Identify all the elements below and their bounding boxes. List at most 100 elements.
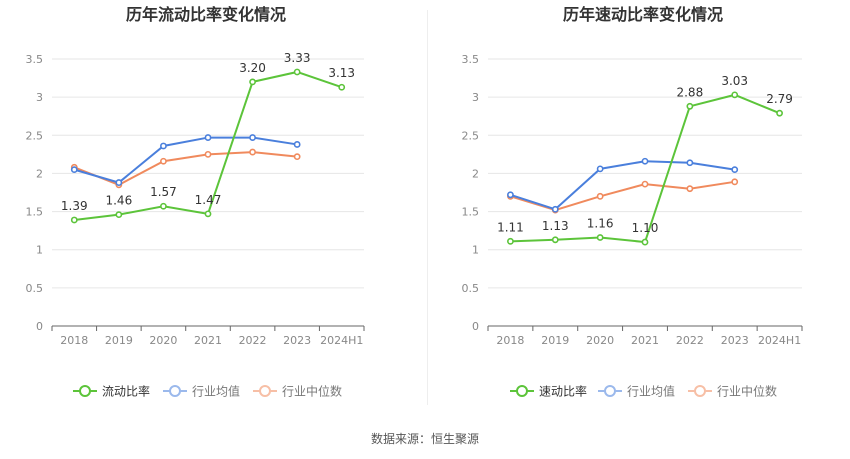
x-tick-label: 2023: [721, 334, 749, 347]
data-point: [293, 153, 301, 161]
y-tick-label: 0.5: [462, 282, 480, 295]
legend-marker: [604, 385, 616, 397]
data-point: [776, 109, 783, 117]
data-point: [293, 141, 301, 148]
data-point: [507, 237, 514, 245]
y-tick-label: 0: [36, 320, 43, 333]
y-tick-label: 1.5: [26, 206, 44, 219]
x-tick-label: 2020: [149, 334, 177, 347]
y-tick-label: 3: [36, 91, 43, 104]
chart-title: 历年流动比率变化情况: [126, 5, 286, 24]
data-point: [686, 185, 694, 193]
data-label: 1.13: [542, 219, 569, 233]
data-label: 3.13: [328, 66, 355, 80]
data-point: [70, 216, 78, 224]
data-label: 1.39: [61, 199, 88, 213]
data-label: 3.33: [284, 51, 311, 65]
y-tick-label: 2: [36, 167, 43, 180]
data-label: 1.57: [150, 185, 177, 199]
legend-label: 速动比率: [539, 384, 587, 399]
data-point: [338, 83, 346, 91]
y-tick-label: 1.5: [462, 206, 480, 219]
series-line-3: [73, 151, 298, 186]
y-tick-label: 2: [472, 167, 479, 180]
data-point: [596, 192, 604, 200]
x-tick-label: 2022: [239, 334, 267, 347]
chart-panel-1: 历年流动比率变化情况 0 0.5 1 1.5 2 2.5 3 3.5 2018 2019 2020 20…: [26, 5, 365, 399]
legend-marker: [694, 385, 706, 397]
x-tick-label: 2023: [283, 334, 311, 347]
data-point: [204, 150, 212, 158]
data-point: [551, 236, 559, 244]
data-point: [115, 211, 123, 219]
legend-label: 流动比率: [102, 384, 150, 399]
data-point: [249, 134, 256, 141]
data-point: [204, 134, 212, 141]
data-point: [204, 210, 212, 218]
data-point: [551, 205, 559, 213]
data-label: 1.16: [587, 217, 614, 231]
legend-marker: [516, 385, 528, 397]
chart-title: 历年速动比率变化情况: [563, 5, 723, 24]
y-tick-label: 3.5: [26, 53, 44, 66]
x-tick-label: 2020: [586, 334, 614, 347]
data-point: [641, 238, 649, 246]
data-point: [686, 102, 694, 110]
data-point: [641, 180, 649, 188]
data-point: [249, 78, 256, 86]
data-point: [731, 91, 739, 99]
legend-item-2: 行业均值: [163, 384, 240, 399]
y-tick-label: 1: [36, 244, 43, 257]
legend-label: 行业均值: [192, 384, 240, 399]
x-tick-label: 2024H1: [320, 334, 363, 347]
chart-panel-2: 历年速动比率变化情况 0 0.5 1 1.5 2 2.5 3 3.5 2018 2019 2020 20…: [462, 5, 803, 399]
x-tick-label: 2022: [676, 334, 704, 347]
legend-item-2: 行业均值: [598, 384, 675, 399]
y-tick-label: 2.5: [26, 129, 44, 142]
data-point: [160, 157, 167, 165]
data-point: [686, 159, 694, 167]
legend-marker: [259, 385, 271, 397]
data-point: [160, 202, 167, 210]
data-point: [115, 179, 123, 186]
data-point: [596, 234, 604, 241]
data-label: 1.10: [632, 221, 659, 235]
y-tick-label: 2.5: [462, 129, 480, 142]
data-point: [160, 142, 167, 150]
y-tick-label: 3: [472, 91, 479, 104]
data-label: 1.11: [497, 220, 524, 234]
legend-item-3: 行业中位数: [253, 384, 342, 399]
legend-label: 行业中位数: [282, 384, 342, 399]
y-tick-label: 1: [472, 244, 479, 257]
series-line-2: [74, 136, 298, 184]
legend-item-1: 流动比率: [73, 384, 150, 399]
series-line-2: [510, 160, 735, 211]
data-label: 2.79: [766, 92, 793, 106]
data-point: [249, 148, 256, 156]
x-tick-label: 2021: [631, 334, 659, 347]
data-point: [641, 157, 649, 165]
data-label: 3.03: [721, 74, 748, 88]
x-tick-label: 2024H1: [758, 334, 801, 347]
data-source-note: 数据来源：恒生聚源: [370, 432, 479, 446]
data-point: [70, 166, 78, 174]
panel-divider: [427, 10, 428, 405]
data-point: [596, 165, 604, 173]
legend-marker: [169, 385, 181, 397]
legend-label: 行业均值: [627, 384, 675, 399]
x-tick-label: 2019: [541, 334, 569, 347]
data-label: 3.20: [239, 61, 266, 75]
legend-marker: [79, 385, 91, 397]
x-tick-label: 2018: [60, 334, 88, 347]
y-tick-label: 3.5: [462, 53, 480, 66]
data-label: 1.47: [195, 193, 222, 207]
x-tick-label: 2018: [496, 334, 524, 347]
legend-item-1: 速动比率: [510, 384, 587, 399]
legend-label: 行业中位数: [717, 384, 777, 399]
y-tick-label: 0: [472, 320, 479, 333]
x-tick-label: 2019: [105, 334, 133, 347]
y-tick-label: 0.5: [26, 282, 44, 295]
x-tick-label: 2021: [194, 334, 222, 347]
data-point: [731, 166, 739, 174]
